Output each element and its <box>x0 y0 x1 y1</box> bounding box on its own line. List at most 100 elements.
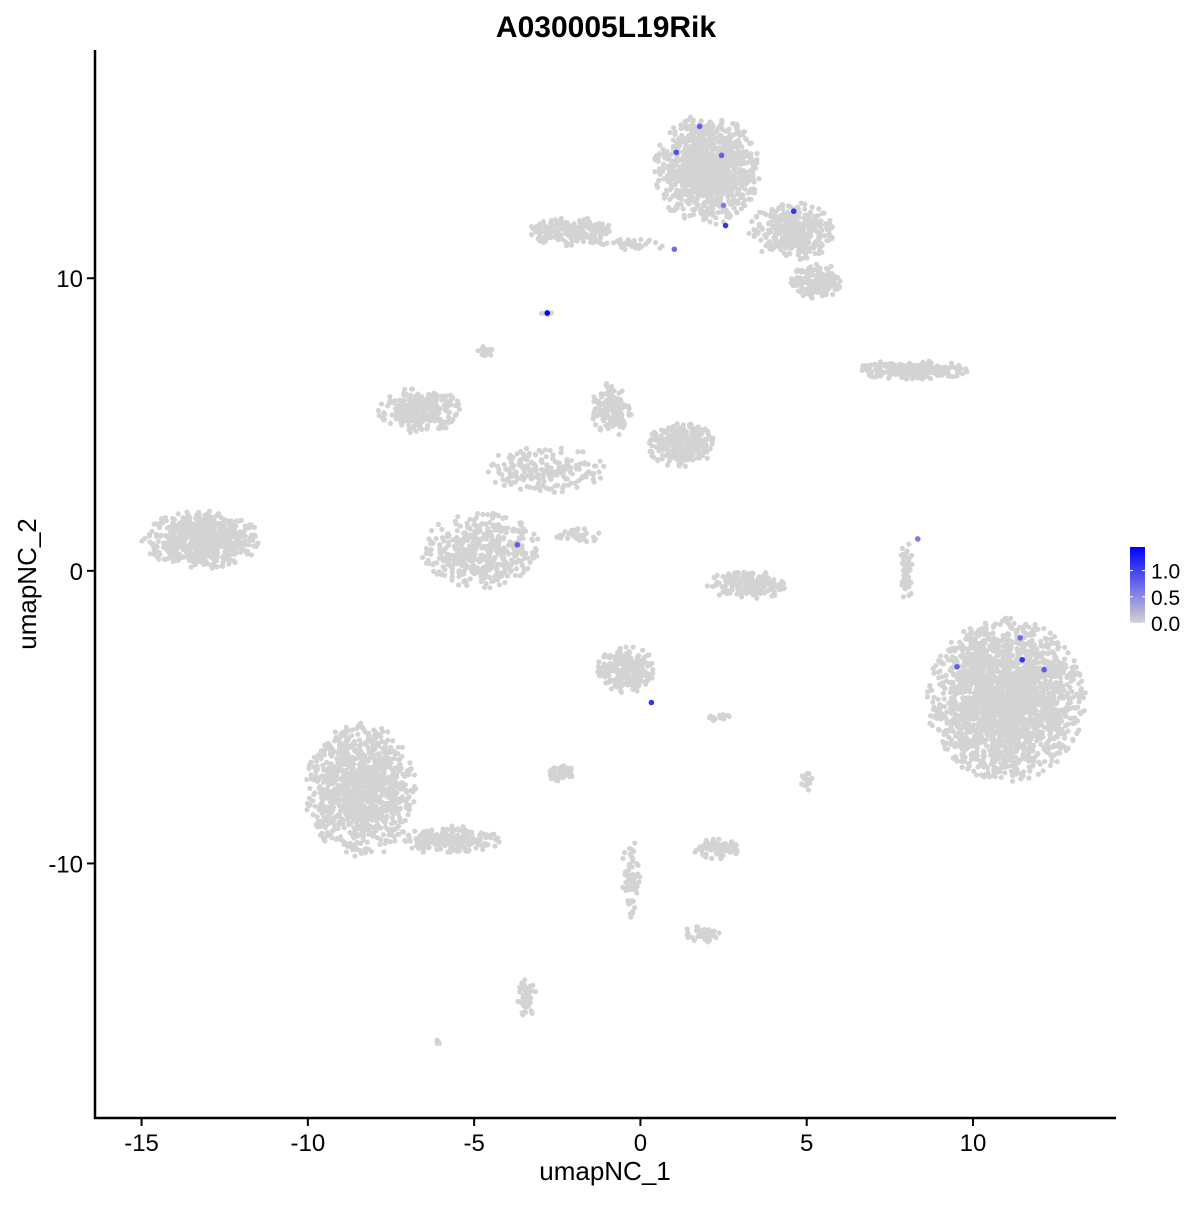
cell-point <box>1054 734 1061 740</box>
cell-point <box>156 522 162 528</box>
cell-point <box>667 130 673 136</box>
cell-point <box>188 564 194 570</box>
cell-point <box>826 233 833 239</box>
cell-point <box>969 652 975 658</box>
cell-point <box>687 150 693 156</box>
cell-point <box>1003 655 1009 661</box>
cell-point <box>700 193 706 199</box>
cell-point <box>954 373 960 379</box>
cell-point <box>1049 735 1055 742</box>
cell-point <box>742 135 749 142</box>
cell-point <box>938 702 944 708</box>
cell-point <box>677 142 683 148</box>
cell-point <box>215 510 222 517</box>
cell-point <box>996 736 1002 742</box>
cell-point <box>768 211 774 217</box>
cell-point <box>1076 727 1082 733</box>
cell-point <box>1077 710 1083 716</box>
cell-point <box>809 227 815 233</box>
cell-point <box>1048 690 1054 697</box>
cell-point <box>708 193 714 199</box>
points-layer <box>139 114 1088 1047</box>
cell-point <box>217 524 223 531</box>
cell-point <box>719 209 725 215</box>
cell-point <box>983 649 989 655</box>
cell-point <box>205 561 211 567</box>
cell-point <box>704 125 710 131</box>
cell-point <box>935 696 941 702</box>
cell-point <box>957 653 964 659</box>
cell-point <box>185 525 191 531</box>
cell-point <box>935 712 941 719</box>
cell-point <box>801 231 807 237</box>
cell-point <box>1029 694 1035 701</box>
cell-point <box>985 632 991 638</box>
cell-point <box>1064 673 1070 679</box>
cell-point <box>1069 688 1075 695</box>
cell-point <box>936 707 942 713</box>
cell-point <box>929 723 935 729</box>
cell-point <box>1074 718 1081 724</box>
cell-point <box>1008 625 1014 631</box>
cell-point <box>1065 745 1071 751</box>
cell-point <box>948 657 954 663</box>
cell-point <box>943 673 949 679</box>
cell-point <box>763 211 769 218</box>
cell-point <box>769 242 776 248</box>
cell-point <box>1051 634 1058 640</box>
cell-point <box>963 730 970 736</box>
cell-point <box>175 511 181 517</box>
cell-point <box>805 235 811 241</box>
cell-point <box>936 727 942 733</box>
cell-point <box>804 255 810 261</box>
cell-point <box>817 243 823 249</box>
cell-point <box>977 740 983 746</box>
cell-point <box>751 186 757 192</box>
cell-point <box>959 724 966 730</box>
cell-point <box>1054 725 1061 731</box>
cell-point <box>746 196 752 202</box>
cell-point <box>958 758 964 764</box>
cell-point <box>151 551 157 557</box>
cell-point <box>674 204 680 210</box>
cell-point <box>821 210 827 216</box>
cell-point <box>963 636 969 642</box>
cell-point <box>805 274 811 281</box>
cell-point <box>196 542 203 548</box>
cell-point <box>1035 771 1042 777</box>
cell-point <box>814 277 821 283</box>
cell-point <box>738 192 744 198</box>
cell-point <box>957 671 963 677</box>
cell-point <box>665 165 671 172</box>
cell-point <box>1034 671 1040 678</box>
cell-point <box>1007 751 1014 757</box>
cell-point <box>707 219 713 225</box>
cell-point <box>731 205 737 211</box>
cell-point <box>961 666 967 672</box>
cell-point <box>676 136 682 143</box>
cell-point <box>957 706 963 712</box>
cell-point <box>581 230 587 237</box>
cell-point <box>698 145 705 151</box>
cell-point <box>692 197 699 203</box>
cell-point <box>830 291 836 297</box>
cell-point <box>170 515 176 521</box>
cell-point <box>727 162 733 168</box>
cell-point <box>1020 628 1026 635</box>
cell-point <box>730 194 736 200</box>
cell-point <box>239 533 245 539</box>
cell-point <box>617 241 623 247</box>
cell-point <box>837 278 843 284</box>
cell-point <box>1012 770 1018 776</box>
cell-point <box>708 210 714 216</box>
cell-point <box>229 551 235 557</box>
cell-point <box>670 165 676 172</box>
cell-point <box>1061 656 1068 662</box>
cell-point <box>747 158 753 164</box>
cell-point <box>799 267 805 274</box>
cell-point <box>794 267 801 273</box>
cell-point <box>806 211 812 217</box>
cell-point <box>199 537 205 544</box>
cell-point <box>963 704 970 710</box>
cell-point <box>1029 668 1035 674</box>
